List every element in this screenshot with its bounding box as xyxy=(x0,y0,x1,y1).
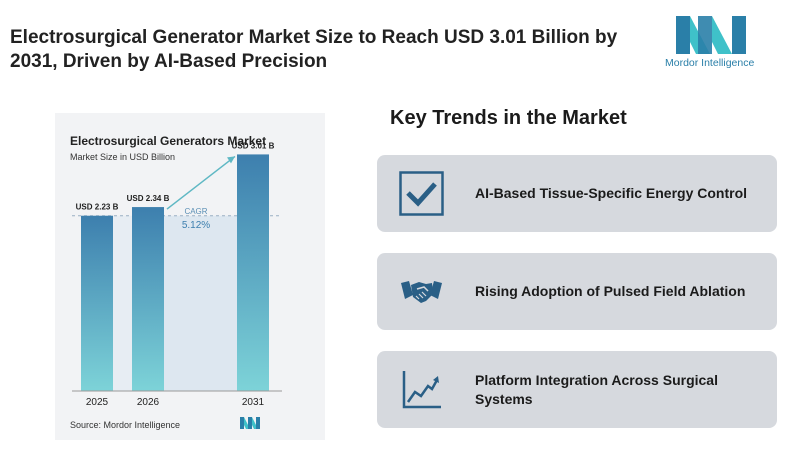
trends-title: Key Trends in the Market xyxy=(390,107,627,129)
trend-card-ai-energy: AI-Based Tissue-Specific Energy Control xyxy=(377,155,777,232)
handshake-icon xyxy=(401,281,442,303)
bar-2025 xyxy=(81,215,113,391)
gap-shading xyxy=(113,215,132,391)
chart-source: Source: Mordor Intelligence xyxy=(70,420,181,430)
chart-title: Electrosurgical Generators Market xyxy=(70,134,267,148)
mordor-mini-logo-icon xyxy=(240,417,260,429)
trend-label: AI-Based Tissue-Specific Energy Control xyxy=(475,185,748,201)
trend-label: Rising Adoption of Pulsed Field Ablation xyxy=(475,283,746,299)
x-tick-label-2031: 2031 xyxy=(242,397,265,408)
cagr-label: CAGR xyxy=(184,207,207,216)
brand-name: Mordor Intelligence xyxy=(665,57,755,69)
trend-card-pulsed-field: Rising Adoption of Pulsed Field Ablation xyxy=(377,253,777,330)
bar-2031 xyxy=(237,154,269,391)
data-label-2025: USD 2.23 B xyxy=(76,203,119,212)
mordor-logo-icon xyxy=(676,16,746,54)
trend-card-platform-integration: Platform Integration Across Surgical Sys… xyxy=(377,351,777,428)
checkmark-icon xyxy=(399,171,444,216)
cagr-value: 5.12% xyxy=(182,220,210,231)
data-label-2031: USD 3.01 B xyxy=(232,141,275,150)
growth-chart-icon xyxy=(402,371,441,409)
growth-shading xyxy=(164,215,237,391)
bar-2026 xyxy=(132,207,164,391)
page-headline: Electrosurgical Generator Market Size to… xyxy=(10,27,618,72)
cagr-arrowhead xyxy=(227,156,235,164)
data-label-2026: USD 2.34 B xyxy=(127,194,170,203)
chart-subtitle: Market Size in USD Billion xyxy=(70,152,176,162)
x-tick-label-2025: 2025 xyxy=(86,397,109,408)
cagr-arrow xyxy=(166,155,236,210)
trend-label: Platform Integration Across Surgical Sys… xyxy=(475,371,718,407)
x-tick-label-2026: 2026 xyxy=(137,397,160,408)
